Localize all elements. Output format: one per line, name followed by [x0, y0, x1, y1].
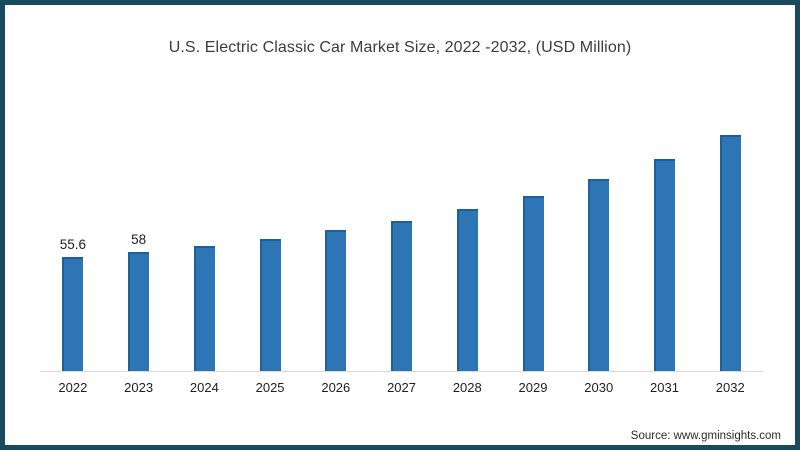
- bar-2025: [259, 239, 281, 371]
- bar-slot-2032: [697, 124, 763, 371]
- x-tick-label-2022: 2022: [58, 380, 88, 395]
- x-tick-label-2029: 2029: [518, 380, 548, 395]
- x-tick-label-2028: 2028: [452, 380, 482, 395]
- x-tick-label-2030: 2030: [584, 380, 614, 395]
- bar-2024: [193, 245, 215, 371]
- chart-title: U.S. Electric Classic Car Market Size, 2…: [168, 39, 632, 56]
- x-tick-label-2025: 2025: [255, 380, 285, 395]
- bar-slot-2028: [434, 124, 500, 371]
- bar-slot-2025: [237, 124, 303, 371]
- x-tick-label-2024: 2024: [189, 380, 219, 395]
- bar-2027: [391, 221, 413, 371]
- bar-slot-2027: [369, 124, 435, 371]
- source-credit: Source: www.gminsights.com: [630, 430, 781, 442]
- plot-area: 55.6 58: [40, 124, 763, 372]
- x-tick-label-2031: 2031: [650, 380, 679, 395]
- bar-2023: [128, 251, 150, 371]
- bar-2022: [62, 256, 84, 371]
- bar-2026: [325, 230, 347, 371]
- bar-2028: [456, 209, 478, 371]
- chart-area: 55.6 58 2022 2023 2024 2025 2026 2027 2028 2029 2…: [40, 124, 763, 395]
- bar-slot-2031: [632, 124, 698, 371]
- bar-value-label-2023: 58: [131, 231, 147, 247]
- bar-value-label-2022: 55.6: [59, 236, 86, 252]
- x-tick-label-2027: 2027: [387, 380, 416, 395]
- x-tick-label-2032: 2032: [715, 380, 745, 395]
- bar-2031: [653, 159, 675, 371]
- bar-slot-2023: 58: [106, 124, 172, 371]
- x-axis-labels: 2022 2023 2024 2025 2026 2027 2028 2029 2030 2031…: [40, 380, 763, 395]
- bar-slot-2026: [303, 124, 369, 371]
- bar-2029: [522, 195, 544, 371]
- bar-slot-2029: [500, 124, 566, 371]
- bar-2030: [588, 178, 610, 371]
- x-tick-label-2026: 2026: [321, 380, 351, 395]
- bar-2032: [719, 134, 741, 371]
- bar-slot-2022: 55.6: [40, 124, 106, 371]
- bar-slot-2024: [171, 124, 237, 371]
- x-tick-label-2023: 2023: [124, 380, 154, 395]
- bar-slot-2030: [566, 124, 632, 371]
